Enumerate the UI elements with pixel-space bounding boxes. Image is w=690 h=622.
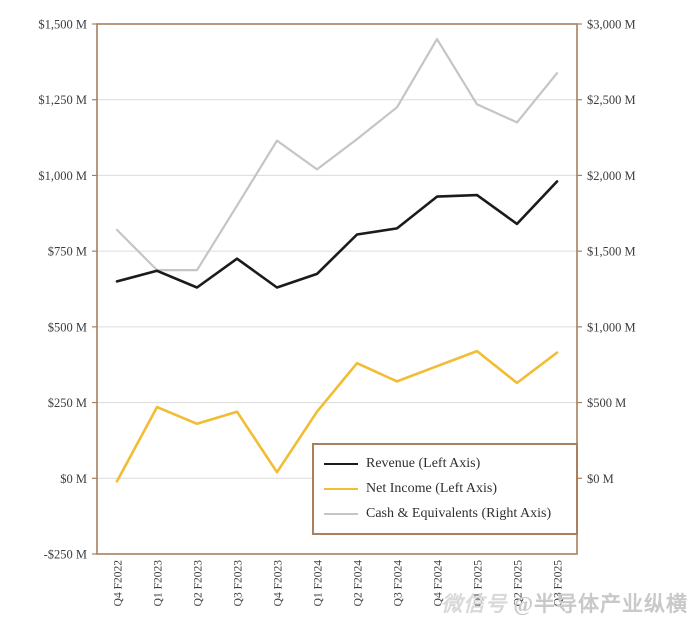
chart-legend: Revenue (Left Axis) Net Income (Left Axi… bbox=[312, 443, 578, 535]
svg-text:$250 M: $250 M bbox=[48, 396, 87, 410]
svg-text:Q1 F2025: Q1 F2025 bbox=[473, 560, 485, 607]
watermark: 微信号 @半导体产业纵横 bbox=[441, 588, 688, 618]
svg-text:$1,250 M: $1,250 M bbox=[38, 93, 87, 107]
svg-text:Q2 F2025: Q2 F2025 bbox=[513, 560, 525, 607]
svg-text:Q2 F2023: Q2 F2023 bbox=[193, 560, 205, 607]
cash-line-swatch-icon bbox=[324, 513, 358, 516]
svg-text:Q1 F2023: Q1 F2023 bbox=[153, 560, 165, 607]
svg-text:$750 M: $750 M bbox=[48, 245, 87, 259]
legend-item-cash: Cash & Equivalents (Right Axis) bbox=[324, 507, 566, 521]
legend-label-revenue: Revenue (Left Axis) bbox=[366, 455, 481, 471]
legend-item-net-income: Net Income (Left Axis) bbox=[324, 480, 566, 496]
svg-text:$1,000 M: $1,000 M bbox=[38, 169, 87, 183]
net-income-line-swatch-icon bbox=[324, 487, 358, 490]
svg-text:$2,500 M: $2,500 M bbox=[587, 93, 636, 107]
svg-text:Q1 F2024: Q1 F2024 bbox=[313, 560, 325, 607]
svg-text:Q3 F2024: Q3 F2024 bbox=[393, 560, 405, 607]
svg-text:$0 M: $0 M bbox=[60, 472, 87, 486]
svg-text:Q4 F2024: Q4 F2024 bbox=[433, 560, 445, 607]
svg-text:-$250 M: -$250 M bbox=[44, 548, 87, 562]
svg-text:$500 M: $500 M bbox=[587, 396, 626, 410]
svg-text:Q4 F2023: Q4 F2023 bbox=[273, 560, 285, 607]
revenue-line-swatch-icon bbox=[324, 462, 358, 465]
watermark-account: @半导体产业纵横 bbox=[513, 592, 688, 616]
svg-text:$3,000 M: $3,000 M bbox=[587, 18, 636, 32]
svg-text:Q2 F2024: Q2 F2024 bbox=[353, 560, 365, 607]
svg-text:$1,500 M: $1,500 M bbox=[587, 245, 636, 259]
svg-text:$2,000 M: $2,000 M bbox=[587, 169, 636, 183]
svg-text:Q3 F2023: Q3 F2023 bbox=[233, 560, 245, 607]
svg-text:$1,000 M: $1,000 M bbox=[587, 320, 636, 334]
svg-text:$0 M: $0 M bbox=[587, 472, 614, 486]
watermark-prefix: 微信号 bbox=[441, 592, 508, 616]
legend-label-net-income: Net Income (Left Axis) bbox=[366, 480, 498, 496]
svg-text:$500 M: $500 M bbox=[48, 320, 87, 334]
legend-label-cash: Cash & Equivalents (Right Axis) bbox=[366, 506, 552, 522]
svg-text:Q4 F2022: Q4 F2022 bbox=[113, 560, 125, 607]
svg-text:$1,500 M: $1,500 M bbox=[38, 18, 87, 32]
legend-item-revenue: Revenue (Left Axis) bbox=[324, 455, 566, 471]
svg-text:Q3 F2025: Q3 F2025 bbox=[553, 560, 565, 607]
